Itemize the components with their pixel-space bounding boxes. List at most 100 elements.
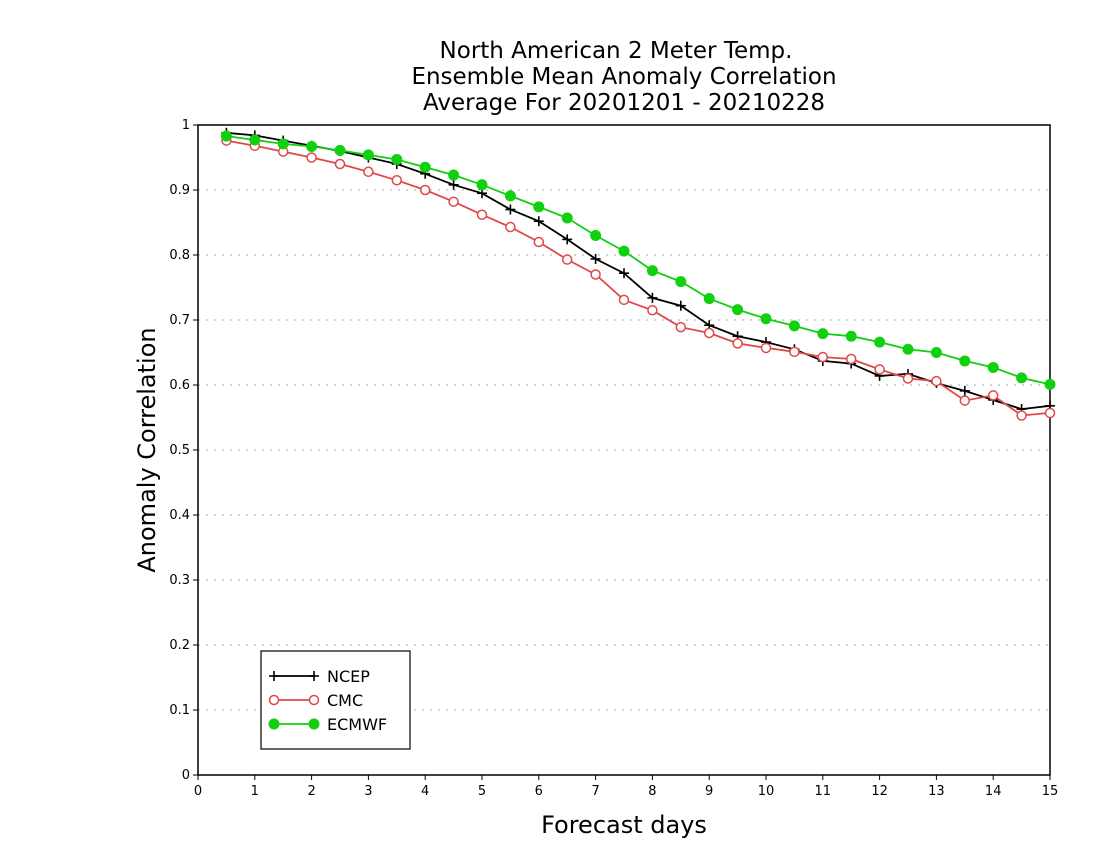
open-circle-marker — [363, 166, 374, 178]
grid-lines — [198, 189, 1050, 711]
x-tick-label: 11 — [815, 784, 832, 799]
series-ecmwf — [220, 130, 1056, 390]
y-tick-label: 0.1 — [169, 703, 190, 718]
plus-marker — [562, 234, 573, 245]
plus-marker — [619, 268, 629, 279]
open-circle-marker — [874, 364, 885, 375]
x-tick-label: 7 — [591, 784, 599, 799]
filled-circle-marker — [1016, 372, 1028, 384]
open-circle-marker — [308, 694, 320, 706]
x-tick-label: 10 — [758, 784, 775, 799]
open-circle-marker — [703, 327, 715, 339]
filled-circle-marker — [334, 144, 346, 156]
x-tick-label: 8 — [648, 784, 656, 799]
y-axis-ticks: 0 0.1 0.2 0.3 0.4 0.5 0.6 0.7 0.8 0.9 1 — [169, 118, 198, 783]
open-circle-marker — [931, 375, 942, 387]
x-tick-label: 2 — [307, 784, 315, 799]
filled-circle-marker — [788, 320, 800, 332]
filled-circle-marker — [308, 718, 320, 730]
filled-circle-marker — [987, 361, 999, 373]
legend-label-cmc: CMC — [327, 691, 363, 710]
filled-circle-marker — [1044, 378, 1056, 390]
open-circle-marker — [476, 209, 488, 220]
filled-circle-marker — [268, 718, 280, 730]
x-tick-label: 6 — [535, 784, 543, 799]
y-tick-label: 0.6 — [169, 378, 190, 393]
filled-circle-marker — [817, 328, 829, 340]
y-tick-label: 1 — [182, 118, 190, 133]
x-tick-label: 9 — [705, 784, 713, 799]
y-axis-label: Anomaly Correlation — [133, 327, 161, 572]
filled-circle-marker — [249, 134, 261, 146]
legend-entry-ecmwf: ECMWF — [268, 715, 387, 734]
x-tick-label: 13 — [928, 784, 945, 799]
x-axis-label: Forecast days — [541, 811, 707, 839]
filled-circle-marker — [930, 347, 942, 358]
filled-circle-marker — [476, 179, 488, 191]
y-tick-label: 0.4 — [169, 508, 190, 523]
open-circle-marker — [817, 351, 829, 363]
y-tick-label: 0.3 — [169, 573, 190, 588]
plus-marker — [647, 292, 658, 303]
filled-circle-marker — [306, 140, 318, 152]
x-tick-label: 14 — [985, 784, 1002, 799]
legend: NCEP CMC ECMWF — [260, 650, 411, 750]
filled-circle-marker — [533, 201, 545, 213]
plus-marker — [505, 204, 516, 215]
open-circle-marker — [561, 254, 573, 265]
filled-circle-marker — [504, 190, 516, 202]
filled-circle-marker — [902, 343, 914, 355]
y-tick-label: 0.2 — [169, 638, 190, 653]
plus-marker — [533, 216, 544, 227]
open-circle-marker — [419, 184, 431, 196]
filled-circle-marker — [959, 355, 971, 367]
plus-marker — [959, 385, 970, 396]
filled-circle-marker — [845, 330, 857, 342]
title-line-2: Ensemble Mean Anomaly Correlation — [411, 64, 836, 90]
x-tick-label: 5 — [478, 784, 486, 799]
plus-marker — [448, 179, 459, 190]
filled-circle-marker — [675, 276, 687, 288]
filled-circle-marker — [874, 336, 886, 348]
open-circle-marker — [306, 152, 317, 163]
x-tick-label: 4 — [421, 784, 429, 799]
filled-circle-marker — [760, 313, 772, 325]
plus-marker — [675, 300, 686, 311]
x-axis-ticks: 0 1 2 3 4 5 6 7 8 9 10 11 12 13 14 15 — [194, 775, 1058, 799]
filled-circle-marker — [419, 161, 431, 173]
open-circle-marker — [959, 395, 971, 406]
open-circle-marker — [505, 221, 516, 233]
open-circle-marker — [391, 175, 403, 186]
open-circle-marker — [760, 342, 772, 354]
legend-entry-ncep: NCEP — [269, 667, 370, 686]
open-circle-marker — [268, 694, 280, 706]
series-ncep — [221, 127, 1055, 415]
y-tick-label: 0 — [182, 768, 190, 783]
series-line-ecmwf — [226, 135, 1051, 386]
filled-circle-marker — [362, 149, 374, 161]
filled-circle-marker — [590, 230, 602, 241]
open-circle-marker — [732, 338, 743, 349]
open-circle-marker — [647, 305, 658, 316]
filled-circle-marker — [732, 304, 744, 316]
y-tick-label: 0.9 — [169, 183, 190, 198]
filled-circle-marker — [220, 130, 232, 142]
filled-circle-marker — [391, 153, 403, 165]
series-line-ncep — [226, 131, 1051, 411]
filled-circle-marker — [618, 245, 630, 257]
open-circle-marker — [987, 390, 999, 401]
legend-label-ecmwf: ECMWF — [327, 715, 387, 734]
open-circle-marker — [845, 353, 857, 365]
open-circle-marker — [448, 196, 459, 207]
x-tick-label: 1 — [251, 784, 259, 799]
filled-circle-marker — [703, 293, 715, 305]
open-circle-marker — [1044, 407, 1056, 419]
series-cmc — [221, 135, 1056, 421]
x-tick-label: 15 — [1042, 784, 1059, 799]
open-circle-marker — [902, 373, 914, 384]
filled-circle-marker — [646, 265, 658, 277]
x-tick-label: 0 — [194, 784, 202, 799]
open-circle-marker — [533, 236, 545, 248]
open-circle-marker — [590, 269, 601, 280]
